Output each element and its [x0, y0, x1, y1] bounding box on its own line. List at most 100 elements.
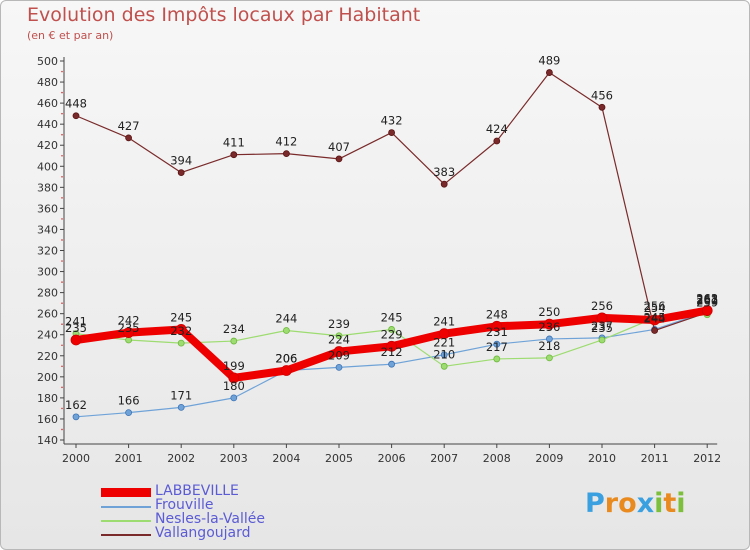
data-point-labbeville	[280, 365, 292, 376]
legend-label-nesles-la-vall-e: Nesles-la-Vallée	[155, 511, 266, 527]
data-label-labbeville: 224	[328, 333, 350, 347]
data-label-vallangoujard: 489	[538, 54, 560, 68]
data-label-vallangoujard: 456	[591, 88, 613, 102]
data-label-vallangoujard: 407	[328, 140, 350, 154]
y-minor-tick	[61, 218, 63, 220]
data-label-nesles-la-vall-e: 235	[118, 321, 140, 335]
logo-letter: P	[585, 488, 605, 519]
data-label-nesles-la-vall-e: 217	[486, 340, 508, 354]
data-label-frouville: 162	[65, 398, 87, 412]
data-label-labbeville: 245	[170, 310, 192, 324]
legend-label-vallangoujard: Vallangoujard	[155, 525, 251, 541]
y-minor-tick	[61, 70, 63, 73]
x-tick-label: 2010	[588, 452, 616, 465]
data-label-vallangoujard: 411	[223, 136, 245, 150]
y-minor-tick	[61, 428, 63, 431]
x-tick-label: 2009	[535, 452, 563, 465]
data-point-vallangoujard	[335, 155, 343, 163]
data-label-nesles-la-vall-e: 210	[433, 347, 455, 361]
data-point-vallangoujard	[72, 112, 80, 120]
data-point-vallangoujard	[230, 151, 238, 159]
x-tick-label: 2003	[220, 452, 248, 465]
data-point-labbeville	[123, 327, 134, 339]
y-minor-tick	[61, 386, 63, 389]
data-label-nesles-la-vall-e: 259	[696, 296, 718, 310]
data-label-labbeville: 229	[381, 327, 403, 341]
y-minor-tick	[61, 197, 63, 199]
data-point-vallangoujard	[493, 137, 501, 145]
y-minor-tick	[61, 176, 63, 178]
data-label-labbeville: 254	[644, 301, 666, 315]
data-point-vallangoujard	[546, 69, 553, 76]
data-point-vallangoujard	[282, 150, 290, 158]
data-label-labbeville: 256	[591, 299, 613, 313]
data-label-nesles-la-vall-e: 232	[170, 324, 192, 338]
data-label-nesles-la-vall-e: 239	[328, 317, 350, 331]
data-point-labbeville	[228, 372, 240, 384]
data-label-frouville: 206	[275, 352, 297, 366]
data-point-nesles-la-vall-e	[598, 336, 606, 344]
data-label-nesles-la-vall-e: 256	[644, 299, 666, 313]
data-label-labbeville: 242	[118, 314, 140, 328]
y-tick-label: 220	[37, 350, 58, 363]
data-point-frouville	[546, 335, 553, 343]
series-line-vallangoujard	[75, 71, 708, 332]
y-tick-label: 440	[37, 118, 58, 131]
data-point-frouville	[72, 413, 80, 421]
legend-item-vallangoujard: Vallangoujard	[101, 525, 341, 541]
data-point-labbeville	[491, 320, 503, 332]
data-point-nesles-la-vall-e	[493, 355, 501, 363]
data-point-vallangoujard	[177, 169, 185, 176]
data-label-frouville: 209	[328, 348, 350, 362]
legend-swatch-labbeville	[101, 488, 151, 497]
data-label-frouville: 236	[538, 320, 560, 334]
y-tick-label: 180	[37, 392, 58, 405]
data-point-nesles-la-vall-e	[282, 327, 290, 334]
data-point-labbeville	[70, 334, 82, 346]
data-label-frouville: 231	[486, 325, 508, 339]
data-label-labbeville: 235	[65, 321, 87, 335]
legend-swatch-nesles-la-vall-e	[101, 520, 151, 522]
legend-label-labbeville: LABBEVILLE	[155, 483, 239, 499]
data-label-vallangoujard: 383	[433, 165, 455, 179]
data-label-frouville: 171	[170, 388, 192, 402]
data-label-frouville: 166	[118, 394, 140, 408]
y-tick-label: 380	[37, 181, 58, 194]
data-point-frouville	[493, 340, 501, 348]
data-point-labbeville	[649, 314, 660, 326]
data-point-frouville	[177, 403, 185, 411]
logo-letter: x	[636, 488, 655, 519]
y-minor-tick	[61, 133, 63, 136]
y-tick-label: 460	[37, 97, 58, 110]
y-minor-tick	[61, 239, 63, 241]
data-label-nesles-la-vall-e: 245	[381, 310, 403, 324]
data-label-frouville: 180	[223, 379, 245, 393]
y-minor-tick	[61, 302, 63, 304]
data-label-labbeville: 206	[275, 352, 297, 366]
legend-label-frouville: Frouville	[155, 497, 214, 513]
y-minor-tick	[61, 365, 63, 368]
legend-item-nesles-la-vall-e: Nesles-la-Vallée	[101, 511, 341, 527]
data-point-vallangoujard	[440, 180, 448, 188]
data-label-frouville: 245	[644, 310, 666, 324]
data-point-vallangoujard	[125, 134, 132, 142]
data-label-frouville: 221	[433, 336, 455, 350]
y-minor-tick	[61, 154, 63, 157]
x-tick-label: 2007	[430, 452, 458, 465]
data-point-vallangoujard	[598, 103, 606, 111]
data-point-nesles-la-vall-e	[230, 337, 238, 345]
logo-letter: t	[663, 488, 677, 519]
logo-letter: o	[618, 488, 637, 519]
data-label-nesles-la-vall-e: 235	[591, 321, 613, 335]
data-label-frouville: 262	[696, 293, 718, 307]
y-tick-label: 320	[37, 245, 58, 258]
y-tick-label: 300	[37, 266, 58, 279]
data-point-labbeville	[386, 340, 398, 352]
y-tick-label: 260	[37, 308, 58, 321]
data-label-nesles-la-vall-e: 234	[223, 322, 245, 336]
y-minor-tick	[61, 281, 63, 283]
legend-item-labbeville: LABBEVILLE	[101, 483, 341, 499]
data-label-vallangoujard: 448	[65, 97, 87, 111]
